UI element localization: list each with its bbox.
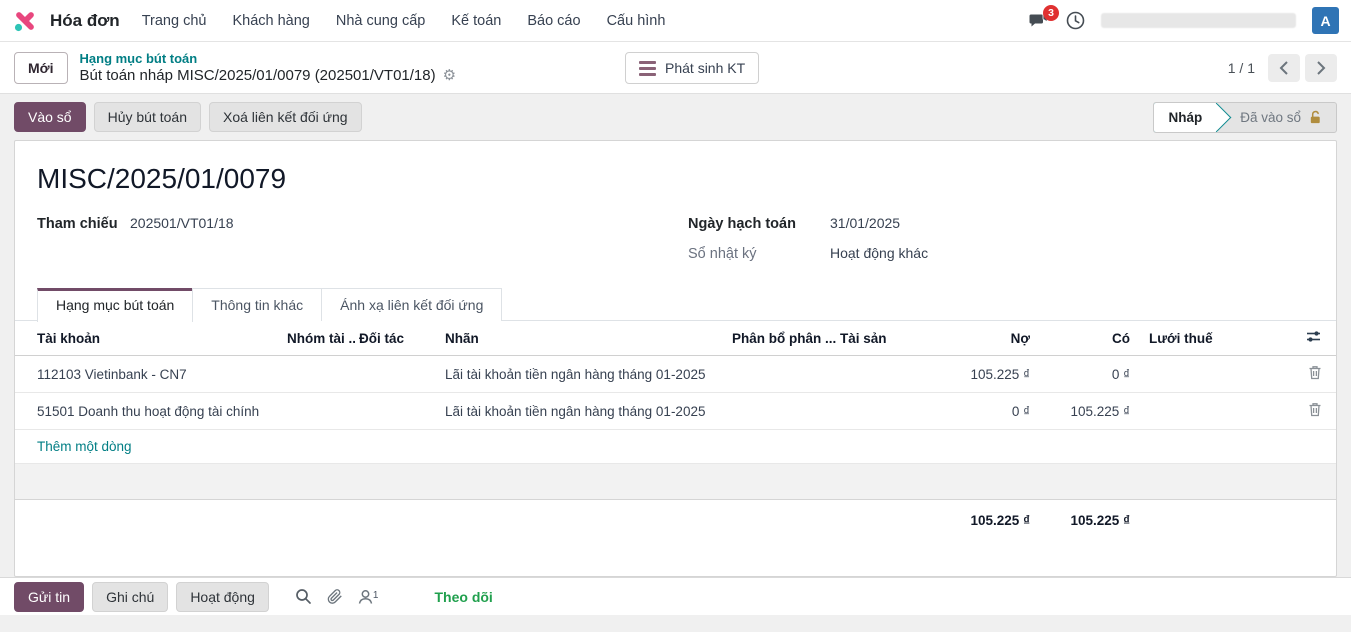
cell-asset[interactable] <box>836 392 915 430</box>
messages-icon[interactable]: 3 <box>1029 4 1059 30</box>
control-panel: Mới Hạng mục bút toán Bút toán nháp MISC… <box>0 42 1351 94</box>
nav-item-cau-hinh[interactable]: Cấu hình <box>606 12 666 29</box>
post-button[interactable]: Vào sổ <box>14 102 86 132</box>
cell-credit[interactable]: 105.225 ₫ <box>1045 392 1145 430</box>
page-background <box>0 615 1351 632</box>
table-header-row: Tài khoản Nhóm tài ... Đối tác Nhãn Phân… <box>15 321 1336 356</box>
statusbar-row: Vào sổ Hủy bút toán Xoá liên kết đối ứng… <box>0 94 1351 140</box>
state-draft[interactable]: Nháp <box>1154 102 1232 132</box>
tab-reconcile-mapping[interactable]: Ánh xạ liên kết đối ứng <box>321 288 503 321</box>
delete-row-icon[interactable] <box>1308 402 1322 420</box>
journal-value[interactable]: Hoạt động khác <box>830 245 929 261</box>
total-credit: 105.225 ₫ <box>1070 513 1130 528</box>
cell-asset[interactable] <box>836 355 915 393</box>
notebook-tabs: Hạng mục bút toán Thông tin khác Ánh xạ … <box>15 288 1336 322</box>
table-row[interactable]: 112103 Vietinbank - CN7 Lãi tài khoản ti… <box>15 355 1336 393</box>
nav-item-nha-cung-cap[interactable]: Nhà cung cấp <box>335 12 426 29</box>
table-row[interactable]: 51501 Doanh thu hoạt động tài chính Lãi … <box>15 392 1336 430</box>
breadcrumb-current: Bút toán nháp MISC/2025/01/0079 (202501/… <box>79 67 436 84</box>
app-logo-icon[interactable] <box>12 8 38 34</box>
col-debit[interactable]: Nợ <box>915 321 1045 356</box>
pager-next-button[interactable] <box>1305 53 1337 82</box>
add-line-link[interactable]: Thêm một dòng <box>37 439 132 454</box>
breadcrumb-parent-link[interactable]: Hạng mục bút toán <box>79 51 198 66</box>
accounting-date-label: Ngày hạch toán <box>688 216 796 232</box>
top-navbar: Hóa đơn Trang chủ Khách hàng Nhà cung cấ… <box>0 0 1351 42</box>
unlink-reconcile-button[interactable]: Xoá liên kết đối ứng <box>208 102 362 132</box>
delete-row-icon[interactable] <box>1308 365 1322 383</box>
document-title: MISC/2025/01/0079 <box>37 163 287 194</box>
user-company-name-blurred[interactable] <box>1101 13 1296 28</box>
form-card: MISC/2025/01/0079 Tham chiếu 202501/VT01… <box>14 140 1337 577</box>
col-asset[interactable]: Tài sản <box>836 321 915 356</box>
nav-item-trang-chu[interactable]: Trang chủ <box>141 12 207 29</box>
messages-badge: 3 <box>1043 4 1059 21</box>
cell-account[interactable]: 51501 Doanh thu hoạt động tài chính <box>15 392 283 430</box>
total-debit: 105.225 ₫ <box>970 513 1030 528</box>
hamburger-icon <box>639 60 656 76</box>
col-label[interactable]: Nhãn <box>441 321 728 356</box>
col-analytic[interactable]: Phân bổ phân ... <box>728 321 836 356</box>
cell-tax-grid[interactable] <box>1145 355 1245 393</box>
followers-icon[interactable]: 1 <box>358 589 379 605</box>
smart-button-label: Phát sinh KT <box>665 60 746 76</box>
journal-items-table: Tài khoản Nhóm tài ... Đối tác Nhãn Phân… <box>15 321 1336 537</box>
cell-debit[interactable]: 0 ₫ <box>915 392 1045 430</box>
search-messages-icon[interactable] <box>295 588 312 605</box>
optional-columns-icon[interactable] <box>1305 329 1322 347</box>
col-credit[interactable]: Có <box>1045 321 1145 356</box>
pager-previous-button[interactable] <box>1268 53 1300 82</box>
col-partner[interactable]: Đối tác <box>355 321 441 356</box>
pager-counter: 1 / 1 <box>1227 59 1255 76</box>
pager: 1 / 1 <box>1227 53 1337 82</box>
cell-tax-grid[interactable] <box>1145 392 1245 430</box>
follow-link[interactable]: Theo dõi <box>434 588 493 605</box>
cell-account-group[interactable] <box>283 355 355 393</box>
totals-row: 105.225 ₫ 105.225 ₫ <box>15 500 1336 538</box>
followers-count: 1 <box>372 589 379 601</box>
state-widget: Nháp Đã vào sổ <box>1153 101 1337 133</box>
journal-items-smart-button[interactable]: Phát sinh KT <box>625 52 760 84</box>
activities-button[interactable]: Hoạt động <box>176 581 269 612</box>
activities-clock-icon[interactable] <box>1066 11 1085 30</box>
nav-item-ke-toan[interactable]: Kế toán <box>451 12 502 29</box>
cell-account[interactable]: 112103 Vietinbank - CN7 <box>15 355 283 393</box>
main-menu: Trang chủ Khách hàng Nhà cung cấp Kế toá… <box>142 13 666 29</box>
tab-other-info[interactable]: Thông tin khác <box>192 288 323 321</box>
new-button[interactable]: Mới <box>14 51 68 84</box>
journal-label: Sổ nhật ký <box>688 246 757 262</box>
reference-value[interactable]: 202501/VT01/18 <box>130 215 234 231</box>
cancel-entry-button[interactable]: Hủy bút toán <box>93 102 201 132</box>
gear-icon[interactable]: ⚙ <box>442 67 457 84</box>
attachment-paperclip-icon[interactable] <box>327 588 343 605</box>
cell-account-group[interactable] <box>283 392 355 430</box>
app-name[interactable]: Hóa đơn <box>50 10 120 30</box>
col-account-group[interactable]: Nhóm tài ... <box>283 321 355 356</box>
cell-credit[interactable]: 0 ₫ <box>1045 355 1145 393</box>
cell-label[interactable]: Lãi tài khoản tiền ngân hàng tháng 01-20… <box>441 355 728 393</box>
reference-label: Tham chiếu <box>37 216 118 232</box>
tab-journal-items[interactable]: Hạng mục bút toán <box>37 288 194 322</box>
cell-analytic[interactable] <box>728 355 836 393</box>
state-posted[interactable]: Đã vào sổ <box>1218 103 1336 132</box>
col-tax-grid[interactable]: Lưới thuế <box>1145 321 1245 356</box>
cell-partner[interactable] <box>355 355 441 393</box>
empty-filler-row <box>15 463 1336 500</box>
lock-open-icon <box>1310 110 1320 123</box>
cell-debit[interactable]: 105.225 ₫ <box>915 355 1045 393</box>
chatter-bar: Gửi tin Ghi chú Hoạt động 1 Theo dõi <box>0 577 1351 615</box>
col-account[interactable]: Tài khoản <box>15 321 283 356</box>
log-note-button[interactable]: Ghi chú <box>92 581 169 612</box>
send-message-button[interactable]: Gửi tin <box>14 581 85 612</box>
cell-label[interactable]: Lãi tài khoản tiền ngân hàng tháng 01-20… <box>441 392 728 430</box>
nav-item-bao-cao[interactable]: Báo cáo <box>527 12 581 29</box>
avatar[interactable]: A <box>1312 7 1339 34</box>
accounting-date-value[interactable]: 31/01/2025 <box>830 215 901 231</box>
cell-partner[interactable] <box>355 392 441 430</box>
cell-analytic[interactable] <box>728 392 836 430</box>
breadcrumb: Hạng mục bút toán Bút toán nháp MISC/202… <box>80 51 457 84</box>
nav-item-khach-hang[interactable]: Khách hàng <box>232 12 310 29</box>
